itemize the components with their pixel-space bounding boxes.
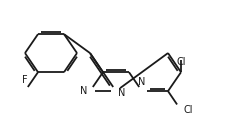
Text: Cl: Cl — [176, 57, 186, 67]
Text: N: N — [138, 77, 146, 87]
Text: N: N — [80, 86, 87, 96]
Text: F: F — [22, 75, 28, 85]
Text: N: N — [118, 88, 125, 98]
Text: Cl: Cl — [184, 105, 194, 115]
